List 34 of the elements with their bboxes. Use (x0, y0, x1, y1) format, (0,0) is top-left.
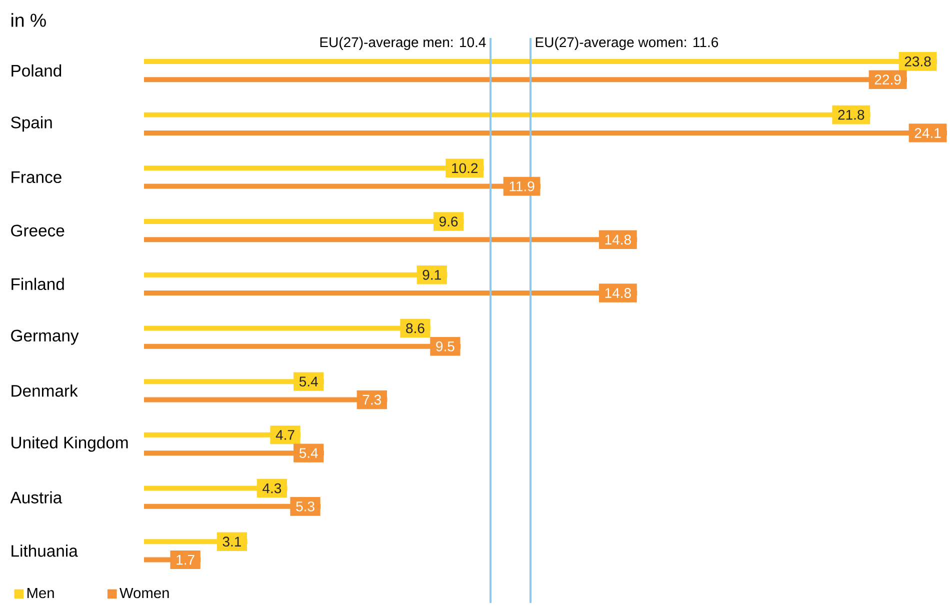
y-tick-label: Germany (11, 330, 79, 345)
data-label: 5.4 (299, 376, 318, 386)
y-tick-label: Denmark (12, 384, 78, 397)
y-tick-label: Austria (10, 491, 62, 504)
chart-subtitle: in % (12, 13, 46, 27)
data-label: 9.6 (439, 216, 458, 226)
data-label: 4.3 (262, 483, 282, 494)
data-label: 7.3 (362, 394, 382, 405)
data-label: 10.2 (452, 163, 478, 174)
data-label: 21.8 (838, 110, 864, 120)
data-label: 3.1 (222, 536, 241, 547)
data-label: 9.5 (436, 341, 454, 352)
y-tick-label: United Kingdom (12, 436, 128, 452)
y-tick-label: Spain (11, 116, 52, 132)
y-tick-label: Greece (11, 224, 64, 236)
y-tick-label: Finland (12, 278, 64, 290)
y-tick-label: Poland (12, 64, 62, 77)
y-tick-label: France (12, 171, 62, 184)
legend-label: Men (27, 588, 54, 598)
legend-label: Women (120, 588, 169, 598)
data-label: 24.1 (914, 128, 941, 138)
ref-line-label: EU(27)-average women: 11.6 (536, 36, 718, 50)
data-label: 5.3 (296, 501, 314, 512)
data-label: 5.4 (299, 448, 318, 458)
data-label: 22.9 (874, 74, 901, 85)
data-label: 8.6 (406, 323, 424, 334)
data-label: 9.1 (422, 270, 441, 280)
data-label: 14.8 (605, 234, 631, 245)
data-label: 4.7 (276, 430, 294, 440)
data-label: 11.9 (510, 181, 534, 192)
y-tick-label: Lithuania (12, 544, 78, 557)
ref-line-label: EU(27)-average men: 10.4 (320, 36, 486, 50)
data-label: 14.8 (605, 288, 631, 298)
data-label: 23.8 (904, 56, 931, 66)
